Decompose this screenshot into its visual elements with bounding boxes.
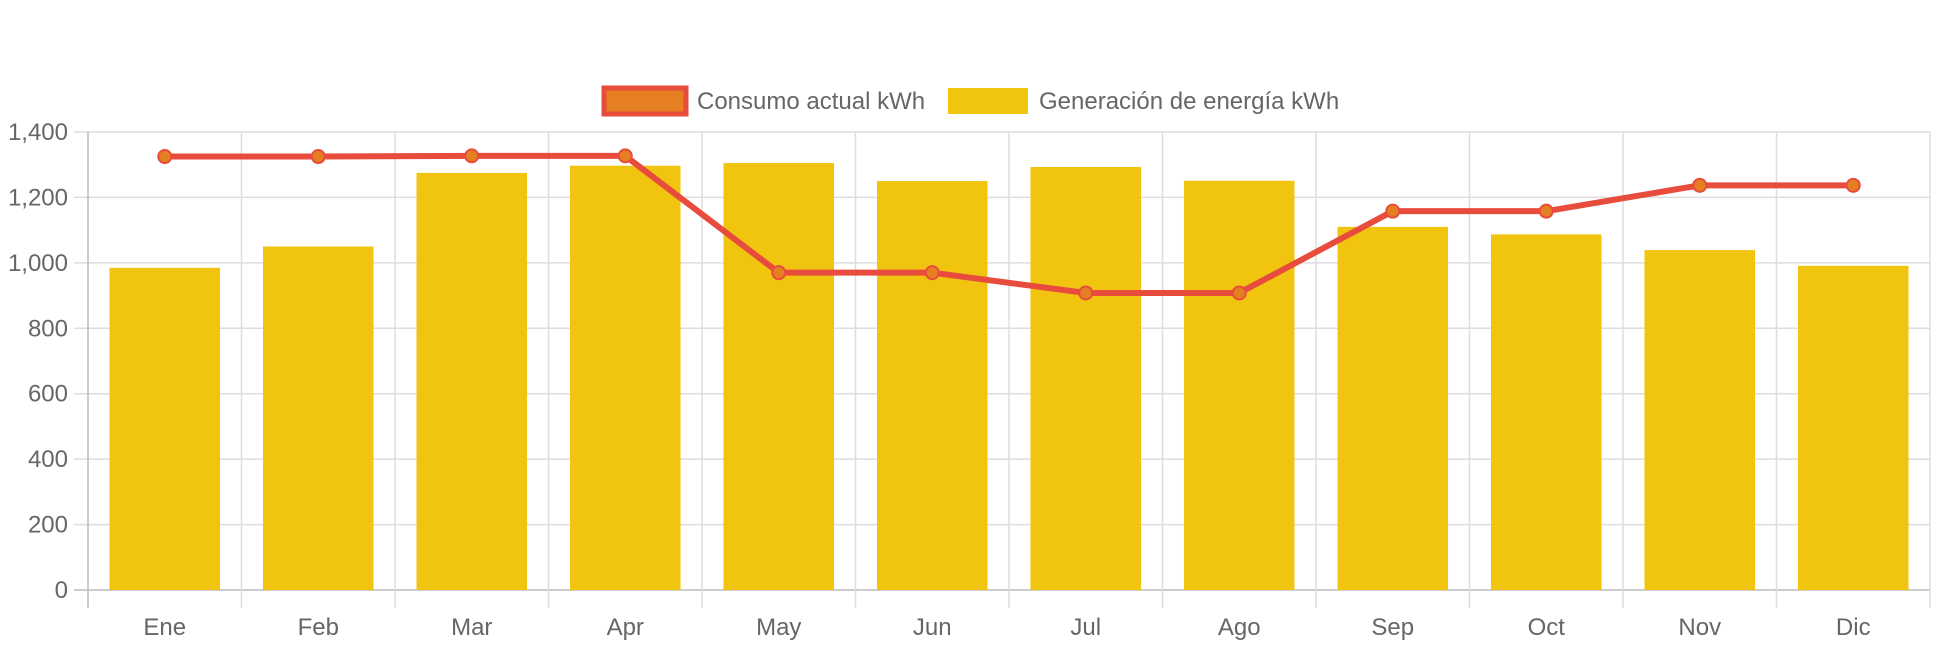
x-tick-label: Mar [451,614,492,641]
point-apr[interactable] [617,148,633,164]
point-nov[interactable] [1692,177,1708,193]
y-axis: 0 200 400 600 800 1,000 1,200 1,400 [8,119,68,604]
legend-swatch-consumo [601,85,689,117]
bar-apr[interactable] [569,165,681,590]
bar-jun[interactable] [876,181,988,591]
x-tick-label: Feb [298,614,339,641]
y-tick-label: 1,200 [8,184,68,211]
bar-ene[interactable] [109,267,221,590]
bar-ago[interactable] [1183,180,1295,590]
x-tick-label: Nov [1678,614,1721,641]
x-axis: Ene Feb Mar Apr May Jun Jul Ago Sep Oct Nov Dic [143,614,1870,641]
point-dic[interactable] [1845,177,1861,193]
y-tick-label: 200 [28,512,68,539]
point-feb[interactable] [310,149,326,165]
y-tick-label: 600 [28,381,68,408]
y-tick-label: 400 [28,446,68,473]
x-tick-label: Oct [1528,614,1566,641]
x-tick-label: Jul [1070,614,1101,641]
legend: Consumo actual kWh Generación de energía… [601,85,1339,117]
x-tick-label: Ene [143,614,186,641]
grid [74,131,1931,608]
bar-feb[interactable] [262,246,374,591]
x-tick-label: May [756,614,801,641]
x-tick-label: Apr [607,614,644,641]
line-consumo [164,152,1854,296]
legend-label-generacion: Generación de energía kWh [1039,88,1339,115]
y-tick-label: 1,000 [8,250,68,277]
x-tick-label: Sep [1371,614,1414,641]
y-tick-label: 1,400 [8,119,68,146]
bar-oct[interactable] [1490,234,1602,590]
bar-series-generacion [109,163,1909,591]
bar-jul[interactable] [1030,167,1142,591]
bar-sep[interactable] [1337,226,1449,590]
point-oct[interactable] [1538,203,1554,219]
point-ago[interactable] [1231,285,1247,301]
bar-dic[interactable] [1797,265,1909,590]
x-tick-label: Ago [1218,614,1261,641]
bar-nov[interactable] [1644,250,1756,590]
y-tick-label: 0 [55,577,68,604]
x-tick-label: Jun [913,614,952,641]
point-may[interactable] [771,265,787,281]
legend-swatch-generacion [948,88,1028,114]
point-jun[interactable] [924,265,940,281]
legend-label-consumo: Consumo actual kWh [697,88,925,115]
x-tick-label: Dic [1836,614,1871,641]
bar-may[interactable] [723,163,835,591]
y-tick-label: 800 [28,315,68,342]
point-jul[interactable] [1078,285,1094,301]
legend-item-consumo[interactable]: Consumo actual kWh [601,85,925,117]
point-sep[interactable] [1385,203,1401,219]
bar-mar[interactable] [416,172,528,590]
point-mar[interactable] [464,148,480,164]
line-series-consumo [157,148,1861,301]
legend-item-generacion[interactable]: Generación de energía kWh [948,88,1339,115]
point-ene[interactable] [157,149,173,165]
